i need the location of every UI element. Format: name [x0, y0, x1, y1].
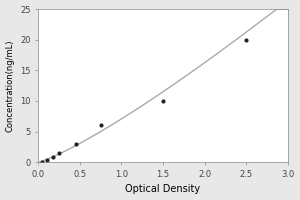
Point — [73, 142, 78, 145]
Point — [160, 99, 165, 103]
Point — [50, 156, 55, 159]
Point — [57, 151, 62, 155]
Point — [40, 160, 45, 163]
X-axis label: Optical Density: Optical Density — [125, 184, 201, 194]
Point — [98, 124, 103, 127]
Y-axis label: Concentration(ng/mL): Concentration(ng/mL) — [6, 39, 15, 132]
Point — [244, 38, 249, 41]
Point — [44, 158, 49, 161]
